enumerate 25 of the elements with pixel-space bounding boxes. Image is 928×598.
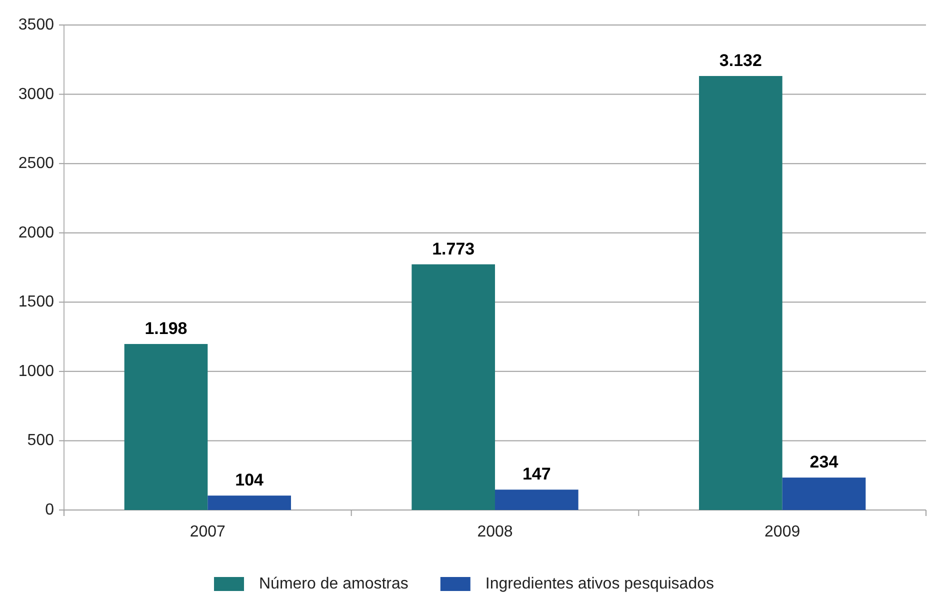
y-tick-label: 1500 [18, 294, 54, 311]
legend-label: Ingredientes ativos pesquisados [485, 576, 714, 592]
bar [495, 490, 578, 510]
bar [782, 478, 866, 510]
y-tick-label: 0 [45, 502, 54, 518]
data-label: 3.132 [719, 50, 762, 70]
x-tick-label: 2008 [477, 524, 513, 540]
data-label: 147 [522, 464, 551, 484]
data-label: 104 [235, 470, 264, 490]
y-tick-label: 2500 [18, 155, 54, 172]
x-tick-label: 2009 [764, 524, 800, 540]
y-tick-label: 1000 [18, 362, 54, 380]
data-label: 1.198 [144, 318, 188, 338]
y-tick-label: 3000 [18, 86, 54, 103]
y-tick-label: 2000 [18, 224, 54, 242]
bar [208, 496, 291, 510]
data-label: 234 [810, 452, 839, 472]
data-label: 1.773 [432, 239, 475, 258]
bar [124, 344, 208, 510]
y-tick-label: 500 [27, 432, 54, 450]
bar [412, 264, 495, 510]
x-tick-label: 2007 [190, 524, 226, 540]
y-tick-label: 3500 [18, 16, 54, 34]
bar [699, 76, 782, 510]
legend-label: Número de amostras [259, 576, 408, 592]
